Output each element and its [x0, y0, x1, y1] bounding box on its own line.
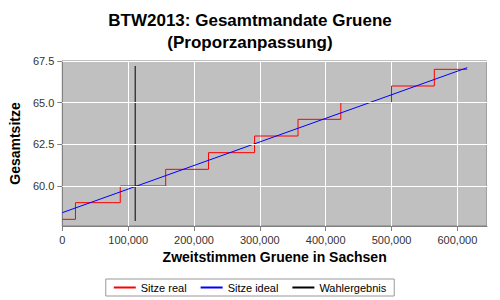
- svg-text:600,000: 600,000: [437, 234, 477, 246]
- svg-text:Sitze ideal: Sitze ideal: [228, 282, 279, 294]
- svg-text:100,000: 100,000: [108, 234, 148, 246]
- svg-text:0: 0: [59, 234, 65, 246]
- svg-text:300,000: 300,000: [240, 234, 280, 246]
- svg-text:Sitze real: Sitze real: [141, 282, 187, 294]
- svg-text:Gesamtsitze: Gesamtsitze: [7, 102, 23, 185]
- svg-text:67.5: 67.5: [33, 55, 54, 67]
- svg-text:Zweitstimmen Gruene in Sachsen: Zweitstimmen Gruene in Sachsen: [163, 249, 387, 265]
- svg-text:65.0: 65.0: [33, 97, 54, 109]
- svg-text:Wahlergebnis: Wahlergebnis: [319, 282, 386, 294]
- svg-text:62.5: 62.5: [33, 138, 54, 150]
- svg-text:60.0: 60.0: [33, 180, 54, 192]
- svg-text:400,000: 400,000: [306, 234, 346, 246]
- svg-text:(Proporzanpassung): (Proporzanpassung): [167, 33, 332, 52]
- svg-text:500,000: 500,000: [372, 234, 412, 246]
- svg-text:200,000: 200,000: [174, 234, 214, 246]
- svg-text:BTW2013: Gesamtmandate Gruene: BTW2013: Gesamtmandate Gruene: [108, 11, 391, 30]
